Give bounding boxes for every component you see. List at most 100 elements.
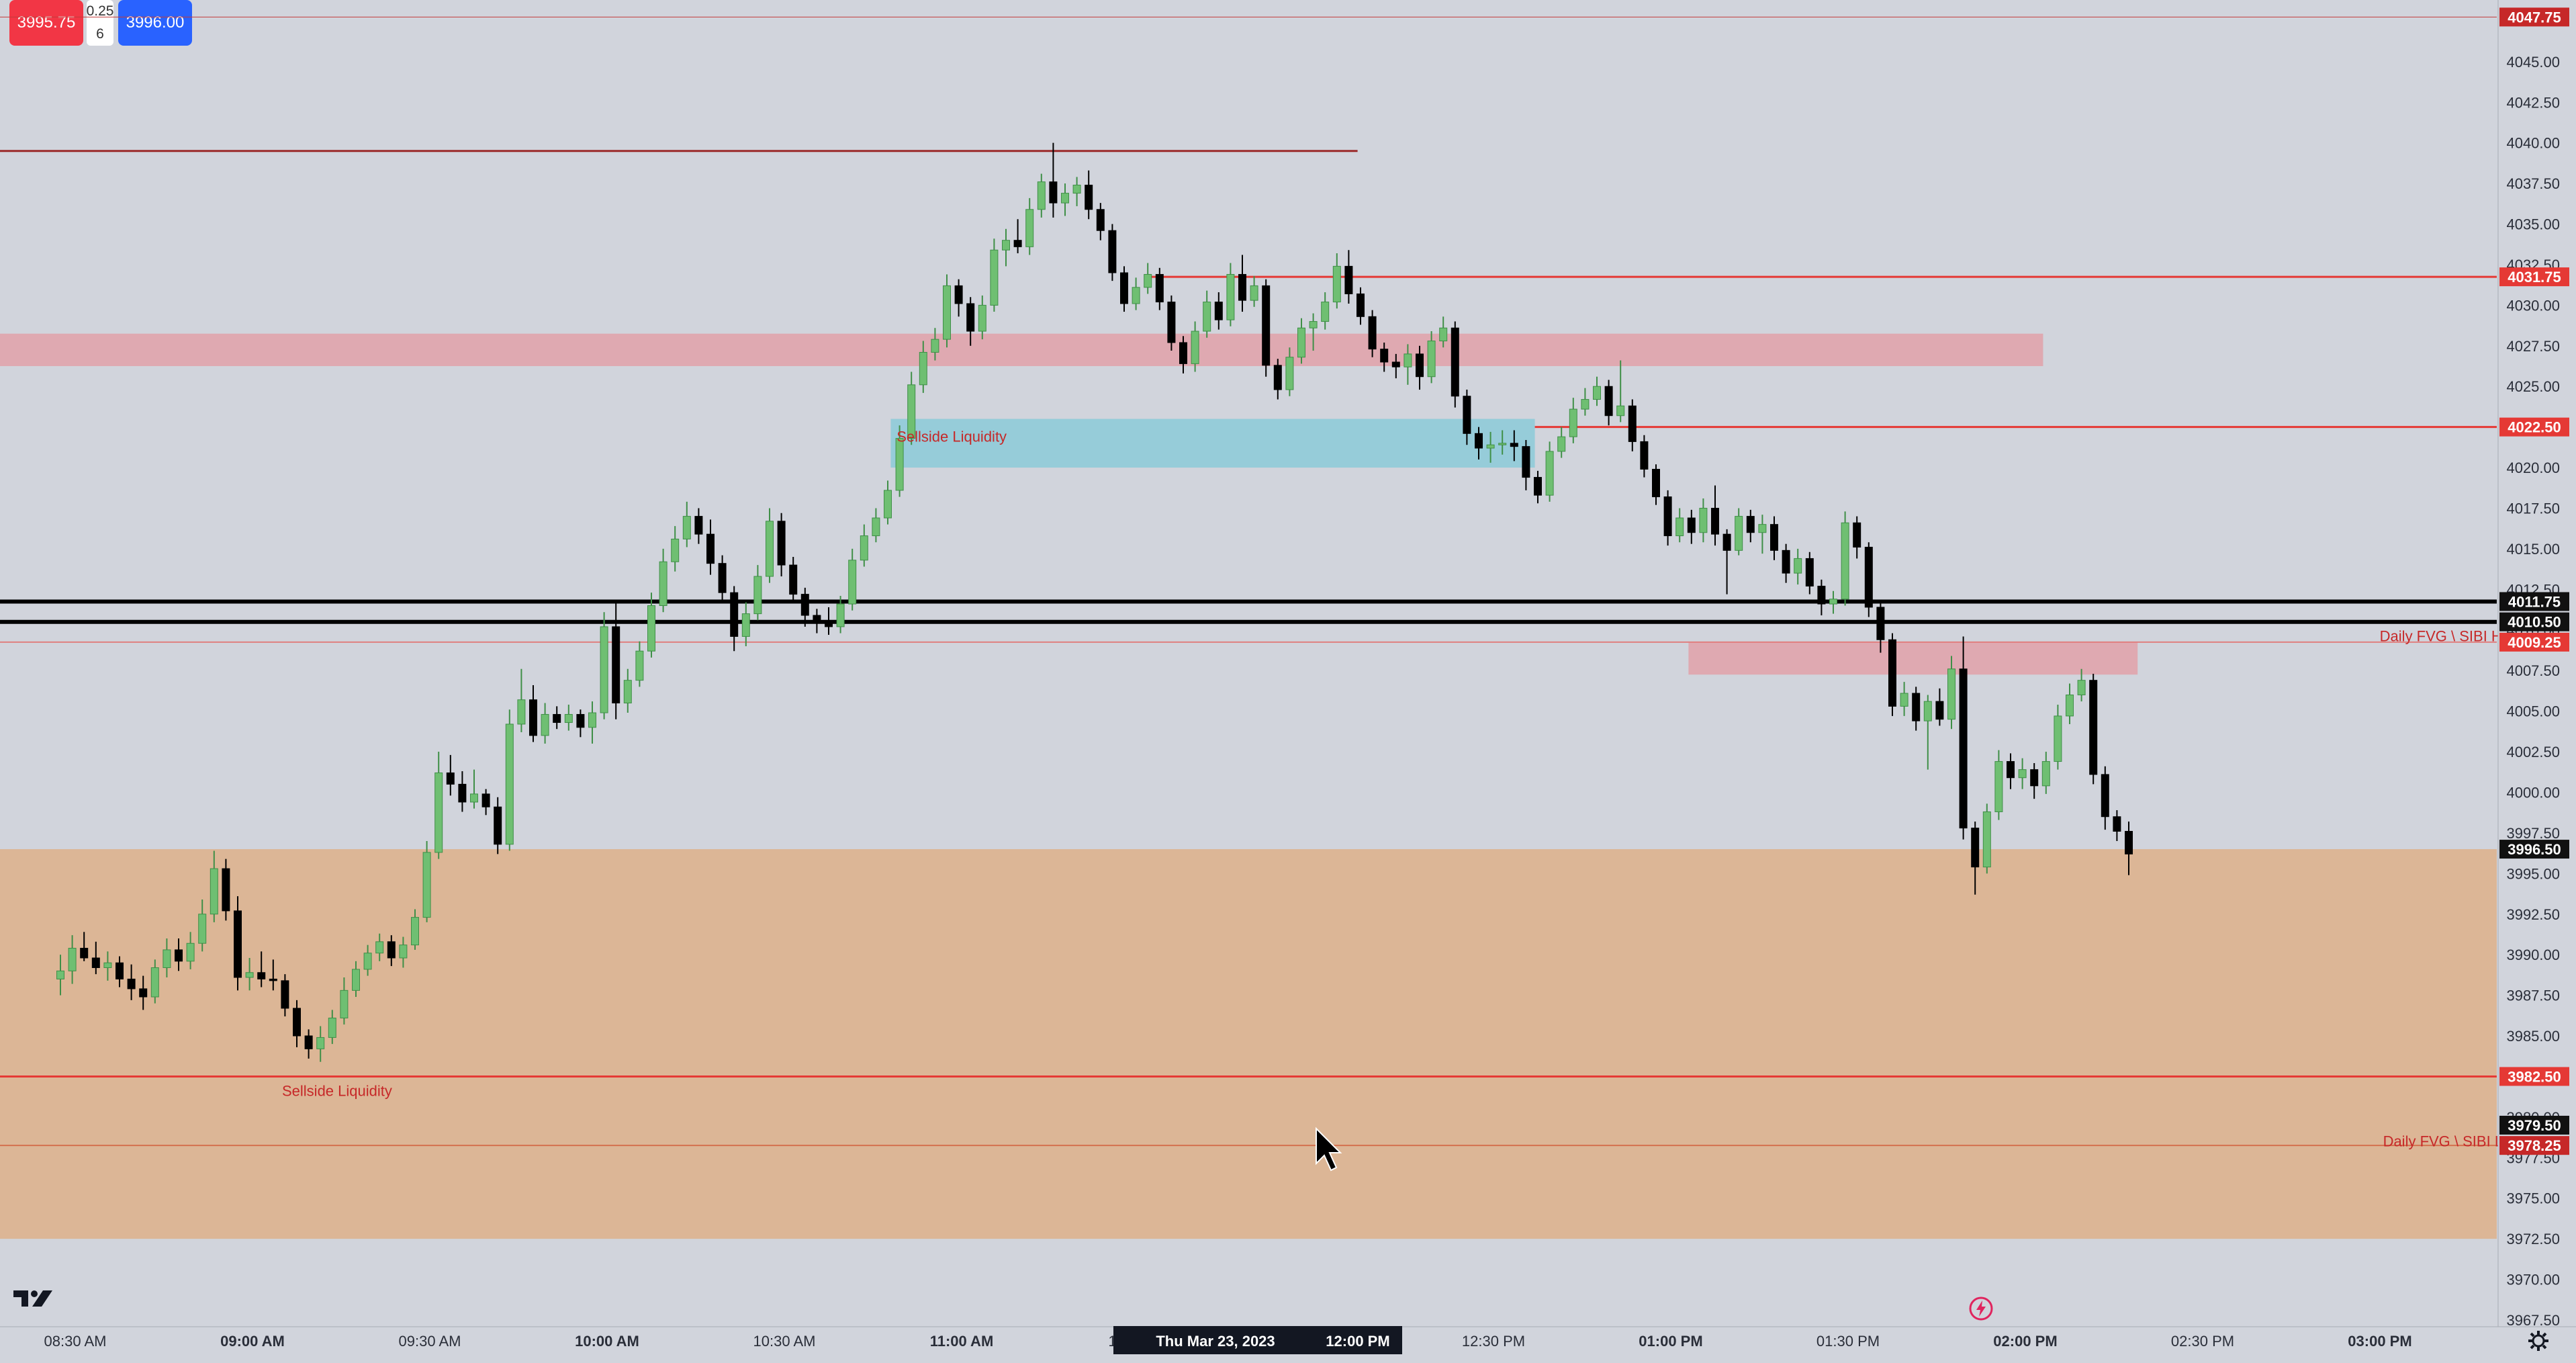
candle-body [1794, 558, 1802, 574]
candle-body [198, 914, 207, 944]
candle-body [1356, 293, 1365, 317]
price-tick-label: 4020.00 [2506, 459, 2560, 476]
bullish-candle [836, 596, 845, 633]
price-label-background [2499, 1115, 2569, 1135]
candle-body [1912, 693, 1921, 721]
candle-body [1805, 558, 1814, 587]
bearish-candle [694, 508, 703, 544]
bearish-candle [304, 1029, 313, 1059]
bullish-candle [682, 501, 691, 547]
price-tick-label: 3997.50 [2506, 825, 2560, 842]
candle-body [706, 533, 715, 564]
time-tick-label: 01:00 PM [1639, 1333, 1702, 1350]
price-tick-label: 4017.50 [2506, 500, 2560, 517]
lightning-icon[interactable] [1968, 1295, 1994, 1322]
candle-body [1250, 285, 1258, 301]
price-label-badge: 3979.50 [2499, 1115, 2569, 1135]
price-label-badge: 4031.75 [2499, 267, 2569, 287]
candle-body [375, 941, 384, 954]
bearish-candle [1416, 345, 1424, 390]
bearish-candle [1013, 219, 1022, 254]
candle-body [1144, 273, 1152, 288]
bearish-candle [730, 586, 739, 652]
candle-body [1262, 285, 1271, 366]
bullish-candle [1616, 360, 1625, 423]
candle-body [163, 949, 171, 969]
bullish-candle [766, 508, 774, 583]
candle-body [1013, 240, 1022, 247]
bearish-candle [1108, 224, 1117, 281]
bearish-candle [2030, 762, 2039, 799]
bearish-candle [1534, 470, 1542, 504]
bullish-candle [434, 752, 443, 859]
bullish-candle [470, 769, 478, 809]
candle-body [895, 438, 904, 491]
sell-price-button[interactable]: 3995.75 [9, 0, 83, 46]
bullish-candle [600, 612, 608, 719]
bearish-candle [175, 938, 183, 971]
candle-body [1604, 386, 1613, 416]
bullish-candle [978, 295, 986, 340]
quantity-stepper[interactable]: 0.25 6 [87, 0, 113, 46]
bullish-candle [635, 641, 644, 687]
bullish-candle [848, 548, 857, 611]
candle-body [1853, 522, 1861, 548]
bearish-candle [1722, 529, 1731, 595]
bearish-candle [800, 587, 809, 627]
candle-body [1096, 209, 1105, 231]
candle-body [1155, 273, 1164, 303]
candle-body [363, 953, 372, 970]
price-label-background [2499, 267, 2569, 287]
settings-gear-icon[interactable] [2526, 1329, 2550, 1353]
bullish-candle [1486, 431, 1495, 463]
bearish-candle [222, 859, 230, 921]
bullish-candle [1037, 173, 1046, 218]
price-label-text: 3996.50 [2508, 841, 2561, 858]
bullish-candle [895, 425, 904, 497]
bullish-candle [328, 1010, 336, 1045]
candle-body [1628, 405, 1637, 442]
bullish-candle [1144, 263, 1152, 294]
bearish-candle [612, 601, 620, 719]
upper-red-zone [0, 333, 2043, 367]
buy-price-button[interactable]: 3996.00 [118, 0, 192, 46]
bullish-candle [2077, 668, 2086, 702]
bullish-candle [1758, 515, 1767, 554]
bearish-candle [706, 519, 715, 575]
bearish-candle [481, 789, 490, 816]
time-tick-label: 02:30 PM [2171, 1333, 2234, 1350]
price-tick-label: 4002.50 [2506, 744, 2560, 760]
bullish-candle [2018, 758, 2027, 789]
time-tick-label: 02:00 PM [1993, 1333, 2057, 1350]
candle-body [186, 942, 195, 962]
price-label-badge: 3996.50 [2499, 840, 2569, 859]
bearish-candle [1120, 266, 1128, 312]
candle-body [1273, 365, 1282, 390]
candle-body [1451, 327, 1459, 397]
candle-body [1663, 496, 1672, 537]
price-label-badge: 4047.75 [2499, 7, 2569, 27]
candle-body [741, 613, 750, 637]
candle-body [245, 972, 254, 978]
bearish-candle [91, 941, 100, 975]
candle-body [316, 1037, 325, 1049]
bullish-candle [1947, 656, 1956, 730]
candle-body [564, 713, 573, 723]
bullish-candle [210, 850, 218, 922]
bullish-candle [68, 935, 77, 984]
bearish-candle [1604, 380, 1613, 426]
candle-body [1120, 272, 1128, 304]
bullish-candle [1297, 318, 1305, 364]
bullish-candle [1675, 508, 1684, 543]
candle-body [612, 626, 620, 704]
bullish-candle [931, 328, 939, 361]
candle-body [671, 538, 680, 562]
bullish-candle [1735, 508, 1743, 556]
bullish-candle [1545, 441, 1554, 502]
bearish-candle [1356, 287, 1365, 325]
bullish-candle [352, 961, 360, 998]
price-tick-label: 3990.00 [2506, 947, 2560, 963]
candle-body [1332, 265, 1341, 303]
price-label-text: 4011.75 [2508, 593, 2561, 610]
